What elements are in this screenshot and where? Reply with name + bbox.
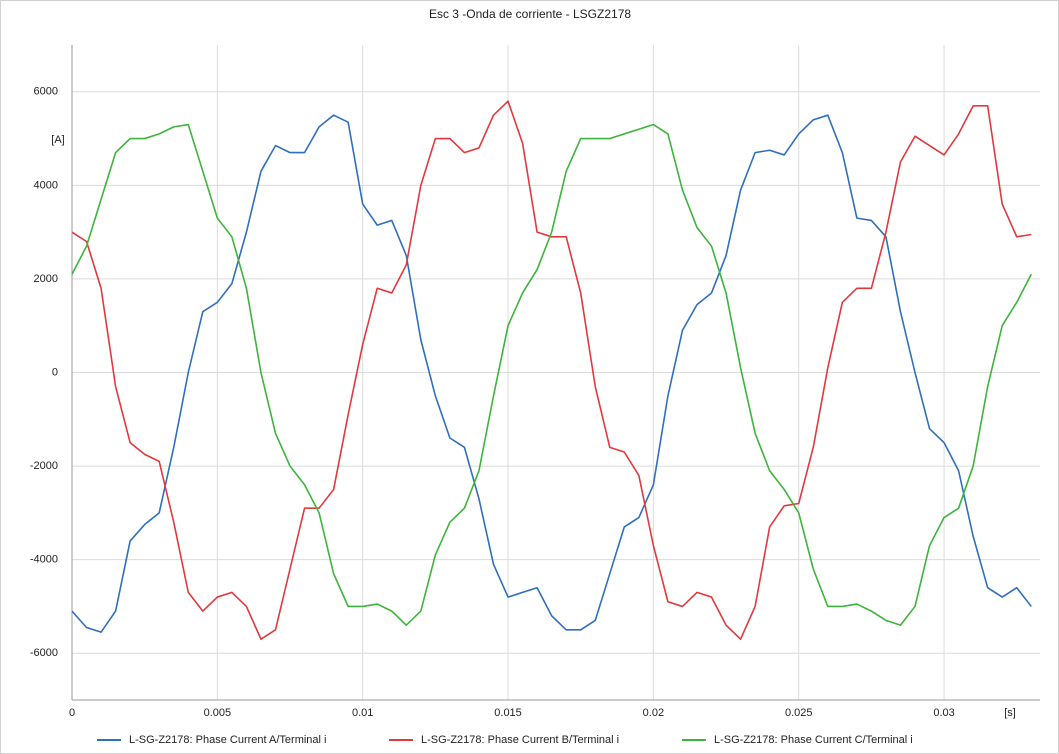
series-line	[71, 114, 1032, 633]
x-tick-label: 0.03	[933, 707, 954, 719]
y-tick-label: 0	[52, 366, 58, 378]
y-tick-label: 4000	[34, 179, 58, 191]
series-line	[71, 100, 1032, 640]
x-tick-label: 0	[69, 707, 75, 719]
y-tick-label: -6000	[30, 647, 58, 659]
y-tick-label: 6000	[34, 86, 58, 98]
x-tick-label: 0.025	[785, 707, 813, 719]
legend-label: L-SG-Z2178: Phase Current A/Terminal i	[129, 734, 326, 746]
x-tick-label: 0.015	[494, 707, 522, 719]
legend-label: L-SG-Z2178: Phase Current B/Terminal i	[421, 734, 619, 746]
x-axis-label: [s]	[1004, 707, 1016, 719]
x-tick-label: 0.005	[204, 707, 232, 719]
x-tick-label: 0.02	[643, 707, 664, 719]
series-line	[71, 123, 1032, 626]
chart-title: Esc 3 -Onda de corriente - LSGZ2178	[429, 7, 631, 21]
y-tick-label: -4000	[30, 554, 58, 566]
x-tick-label: 0.01	[352, 707, 373, 719]
legend-label: L-SG-Z2178: Phase Current C/Terminal i	[714, 734, 913, 746]
y-tick-label: -2000	[30, 460, 58, 472]
y-tick-label: 2000	[34, 273, 58, 285]
y-axis-label: [A]	[51, 134, 64, 146]
